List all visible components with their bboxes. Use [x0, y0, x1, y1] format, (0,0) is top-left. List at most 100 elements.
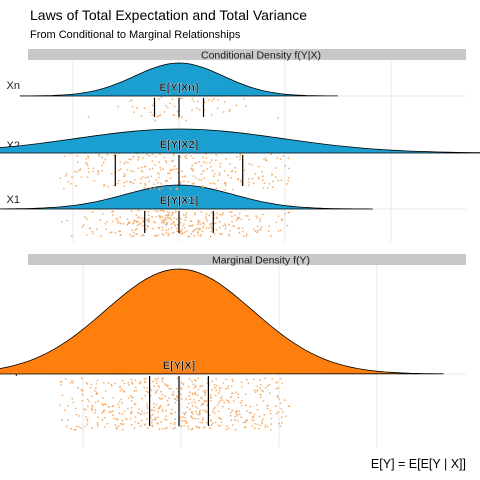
data-point	[106, 153, 109, 156]
data-point	[205, 213, 208, 215]
data-point	[219, 233, 222, 236]
data-point	[151, 215, 154, 218]
data-point	[153, 409, 156, 412]
data-point	[176, 377, 179, 380]
data-point	[137, 167, 140, 170]
data-point	[98, 171, 100, 173]
data-point	[284, 164, 287, 167]
data-point	[259, 424, 262, 427]
data-point	[187, 428, 190, 430]
data-point	[150, 408, 153, 411]
data-point	[237, 393, 240, 395]
data-point	[262, 400, 265, 403]
data-point	[278, 397, 281, 400]
data-point	[214, 394, 217, 397]
data-point	[87, 405, 89, 408]
data-point	[139, 222, 142, 225]
data-point	[251, 418, 254, 421]
data-point	[192, 229, 195, 232]
data-point	[254, 391, 257, 394]
data-point	[205, 400, 208, 403]
data-point	[228, 110, 231, 113]
data-point	[86, 420, 89, 422]
data-point	[165, 415, 168, 418]
data-point	[230, 396, 233, 398]
data-point	[169, 169, 172, 172]
data-point	[173, 217, 176, 220]
data-point	[121, 423, 123, 425]
data-point	[164, 180, 167, 183]
data-point	[182, 416, 184, 418]
data-point	[85, 416, 87, 418]
data-point	[105, 403, 107, 406]
data-point	[212, 175, 215, 178]
data-point	[91, 407, 93, 410]
data-point	[189, 398, 192, 401]
data-point	[121, 412, 124, 415]
data-point	[173, 423, 176, 426]
data-point	[190, 225, 193, 227]
data-point	[130, 158, 133, 161]
data-point	[119, 230, 121, 233]
data-point	[256, 216, 259, 219]
data-point	[63, 155, 66, 158]
data-point	[65, 172, 68, 175]
data-point	[194, 384, 197, 387]
data-point	[117, 179, 120, 182]
data-point	[71, 379, 73, 382]
data-point	[181, 170, 183, 173]
data-point	[230, 411, 233, 414]
data-point	[91, 211, 94, 213]
data-point	[64, 378, 67, 380]
data-point	[183, 425, 186, 427]
data-point	[192, 100, 195, 103]
data-point	[195, 410, 197, 413]
data-point	[196, 231, 199, 234]
data-point	[239, 155, 241, 158]
data-point	[282, 155, 285, 157]
data-point	[193, 386, 196, 389]
data-point	[143, 107, 146, 110]
data-point	[191, 427, 194, 430]
data-point	[222, 224, 225, 227]
data-point	[122, 423, 125, 425]
data-point	[247, 382, 250, 384]
data-point	[190, 155, 193, 157]
data-point	[123, 390, 126, 393]
data-point	[67, 419, 69, 421]
data-point	[119, 216, 121, 219]
data-point	[151, 153, 154, 156]
data-point	[151, 424, 154, 427]
data-point	[277, 230, 280, 232]
data-point	[194, 405, 197, 408]
data-point	[265, 159, 267, 162]
data-point	[59, 177, 62, 180]
data-point	[183, 223, 185, 225]
data-point	[141, 157, 144, 160]
data-point	[140, 166, 143, 169]
data-point	[210, 224, 213, 227]
data-point	[63, 187, 65, 190]
data-point	[203, 224, 205, 227]
data-point	[238, 231, 241, 234]
data-point	[113, 417, 115, 420]
data-point	[194, 401, 197, 404]
data-point	[230, 211, 233, 214]
data-point	[96, 228, 98, 231]
data-point	[143, 378, 146, 381]
data-point	[155, 216, 158, 218]
data-point	[200, 404, 203, 407]
density-Y	[0, 268, 444, 375]
data-point	[253, 427, 256, 430]
data-point	[104, 390, 107, 393]
data-point	[243, 235, 246, 238]
data-point	[115, 426, 118, 429]
data-point	[137, 422, 140, 425]
data-point	[94, 411, 96, 414]
data-point	[164, 427, 167, 430]
data-point	[151, 114, 154, 116]
facet-strip-label: Marginal Density f(Y)	[212, 255, 310, 267]
chart-subtitle: From Conditional to Marginal Relationshi…	[30, 29, 241, 41]
data-point	[112, 397, 114, 399]
data-point	[179, 156, 182, 158]
